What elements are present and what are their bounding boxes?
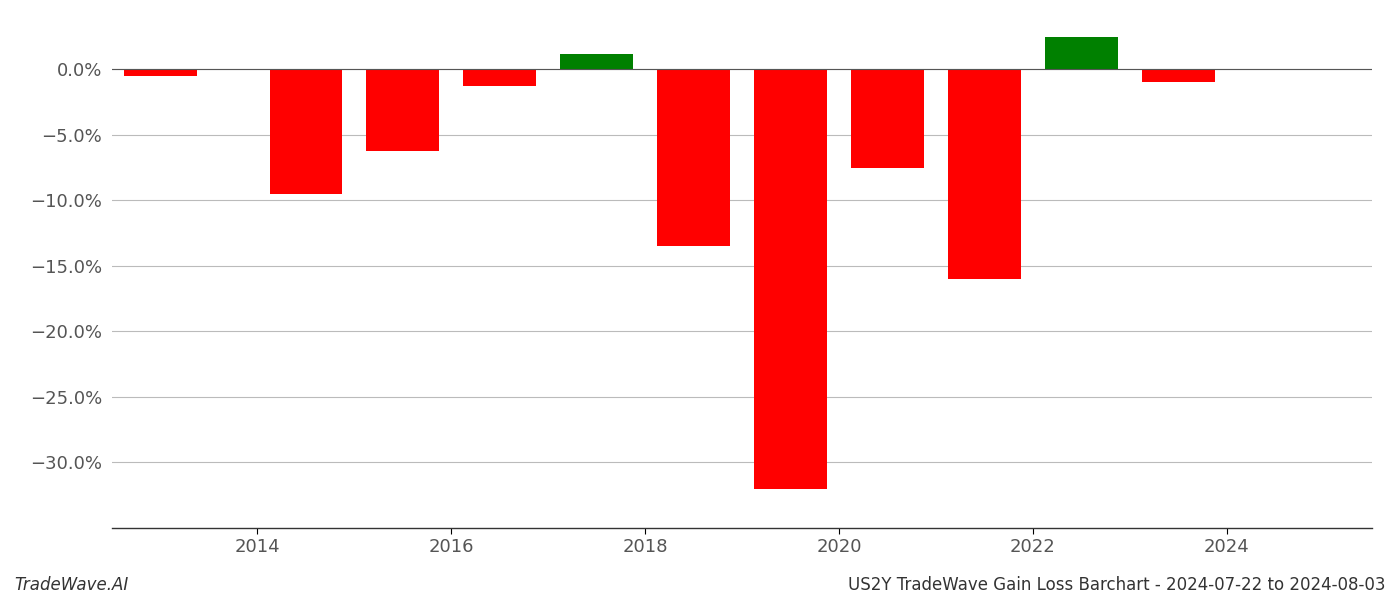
Bar xyxy=(270,70,342,194)
Bar xyxy=(851,70,924,167)
Bar xyxy=(463,70,536,86)
Bar xyxy=(560,53,633,70)
Text: US2Y TradeWave Gain Loss Barchart - 2024-07-22 to 2024-08-03: US2Y TradeWave Gain Loss Barchart - 2024… xyxy=(848,576,1386,594)
Bar xyxy=(125,70,197,76)
Bar xyxy=(1044,37,1117,70)
Bar xyxy=(1142,70,1215,82)
Bar xyxy=(948,70,1021,279)
Text: TradeWave.AI: TradeWave.AI xyxy=(14,576,129,594)
Bar xyxy=(755,70,827,488)
Bar xyxy=(657,70,729,246)
Bar xyxy=(367,70,440,151)
